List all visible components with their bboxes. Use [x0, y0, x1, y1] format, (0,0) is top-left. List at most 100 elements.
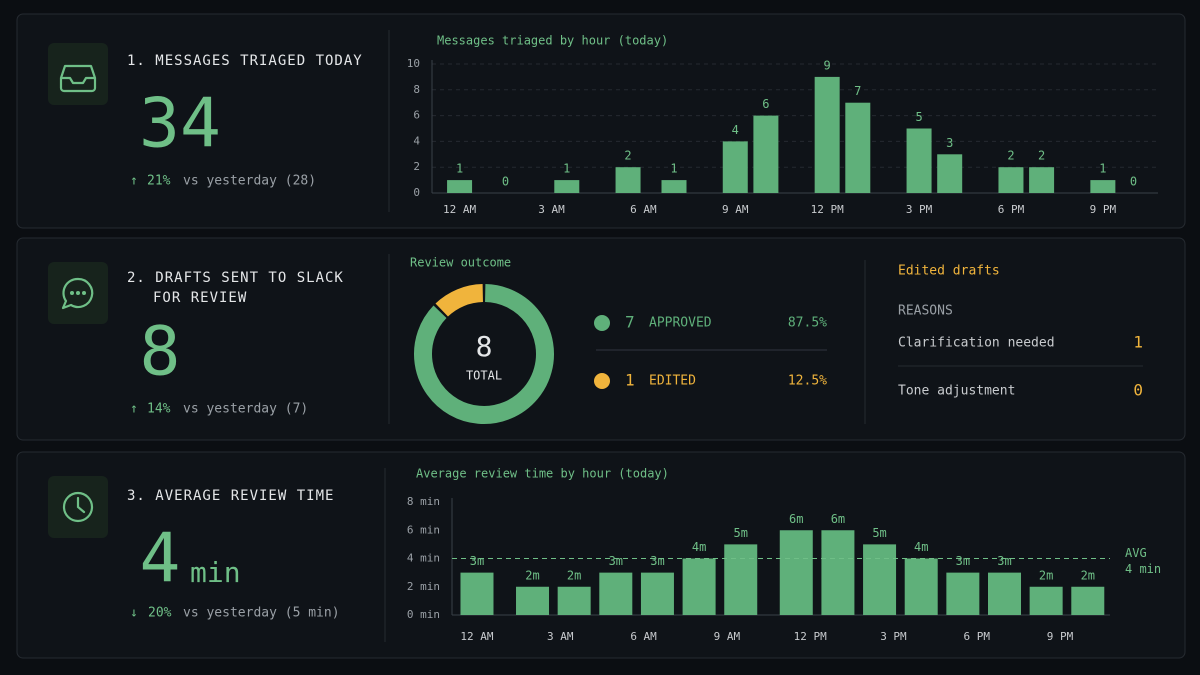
value-label: 3 — [946, 136, 953, 150]
y-tick-label: 6 — [413, 109, 420, 122]
x-tick-label: 9 AM — [714, 630, 741, 643]
chart-title: Messages triaged by hour (today) — [437, 34, 668, 48]
value-label: 3m — [609, 554, 623, 568]
kpi-change: 21% — [147, 174, 171, 189]
bar — [557, 586, 591, 615]
value-label: 2 — [624, 149, 631, 163]
reason-count: 1 — [1133, 333, 1143, 352]
kpi-change: 20% — [148, 606, 172, 621]
value-label: 6m — [789, 512, 803, 526]
kpi-value: 8 — [140, 313, 181, 392]
value-label: 1 — [563, 162, 570, 176]
kpi-title: 2. DRAFTS SENT TO SLACK — [127, 270, 344, 286]
value-label: 2 — [1007, 149, 1014, 163]
edited-title: Edited drafts — [898, 264, 1000, 279]
reason-count: 0 — [1133, 381, 1143, 400]
bar — [904, 558, 938, 615]
kpi-value: 34 — [139, 85, 221, 164]
value-label: 3m — [650, 554, 664, 568]
value-label: 6 — [762, 97, 769, 111]
value-label: 5 — [915, 110, 922, 124]
value-label: 5m — [872, 526, 886, 540]
reason-label: Clarification needed — [898, 336, 1055, 351]
x-tick-label: 9 PM — [1090, 203, 1117, 216]
kpi-comparison: vs yesterday (7) — [183, 402, 308, 417]
donut-segment — [435, 284, 484, 317]
value-label: 2m — [1081, 568, 1095, 582]
bar — [998, 167, 1024, 193]
kpi-value: 4 — [140, 520, 181, 599]
inbox-icon — [48, 43, 108, 105]
average-value: 4 min — [1125, 562, 1161, 576]
clock-icon — [48, 476, 108, 538]
donut-total: 8 — [476, 330, 493, 363]
chat-icon — [48, 262, 108, 324]
value-label: 1 — [456, 162, 463, 176]
y-tick-label: 8 — [413, 83, 420, 96]
legend-label: APPROVED — [649, 316, 712, 331]
donut-total-label: TOTAL — [466, 369, 502, 383]
x-tick-label: 6 PM — [963, 630, 990, 643]
y-tick-label: 0 min — [407, 608, 440, 621]
bar — [987, 572, 1021, 615]
bar — [640, 572, 674, 615]
kpi-title: FOR REVIEW — [153, 290, 247, 306]
value-label: 3m — [470, 554, 484, 568]
kpi-unit: min — [190, 556, 241, 589]
x-tick-label: 12 PM — [794, 630, 827, 643]
value-label: 9 — [824, 58, 831, 72]
value-label: 2m — [567, 568, 581, 582]
legend-value: 1 — [625, 371, 635, 390]
x-tick-label: 3 AM — [547, 630, 574, 643]
bar — [906, 128, 932, 193]
bar — [724, 544, 758, 615]
bar — [821, 530, 855, 615]
value-label: 4 — [732, 123, 739, 137]
kpi-arrow: ↓ — [130, 606, 138, 621]
value-label: 1 — [1099, 162, 1106, 176]
bar — [554, 180, 580, 193]
bar — [946, 572, 980, 615]
x-tick-label: 12 AM — [443, 203, 476, 216]
value-label: 1 — [670, 162, 677, 176]
y-tick-label: 6 min — [407, 523, 440, 536]
bar — [1029, 586, 1063, 615]
y-tick-label: 0 — [413, 186, 420, 199]
bar — [1071, 586, 1105, 615]
legend-label: EDITED — [649, 374, 696, 389]
y-tick-label: 10 — [407, 57, 420, 70]
legend-dot — [594, 373, 610, 389]
bar — [779, 530, 813, 615]
bar — [863, 544, 897, 615]
kpi-arrow: ↑ — [130, 174, 138, 189]
panel — [16, 237, 1186, 441]
kpi-comparison: vs yesterday (5 min) — [183, 606, 340, 621]
y-tick-label: 2 min — [407, 580, 440, 593]
x-tick-label: 9 PM — [1047, 630, 1074, 643]
bar — [937, 154, 963, 193]
value-label: 3m — [997, 554, 1011, 568]
value-label: 3m — [956, 554, 970, 568]
chart-title: Average review time by hour (today) — [416, 467, 669, 481]
legend-value: 7 — [625, 313, 635, 332]
kpi-change: 14% — [147, 402, 171, 417]
value-label: 5m — [734, 526, 748, 540]
reason-label: Tone adjustment — [898, 384, 1015, 399]
edited-subtitle: REASONS — [898, 304, 953, 319]
value-label: 7 — [854, 84, 861, 98]
kpi-arrow: ↑ — [130, 402, 138, 417]
bar — [682, 558, 716, 615]
kpi-title: 3. AVERAGE REVIEW TIME — [127, 488, 334, 504]
legend-percent: 12.5% — [788, 374, 827, 389]
x-tick-label: 6 AM — [630, 203, 657, 216]
legend-dot — [594, 315, 610, 331]
x-tick-label: 3 PM — [880, 630, 907, 643]
bar — [516, 586, 550, 615]
legend-percent: 87.5% — [788, 316, 827, 331]
value-label: 2 — [1038, 149, 1045, 163]
x-tick-label: 6 AM — [630, 630, 657, 643]
value-label: 0 — [502, 175, 509, 189]
bar — [661, 180, 687, 193]
y-tick-label: 4 — [413, 134, 420, 147]
